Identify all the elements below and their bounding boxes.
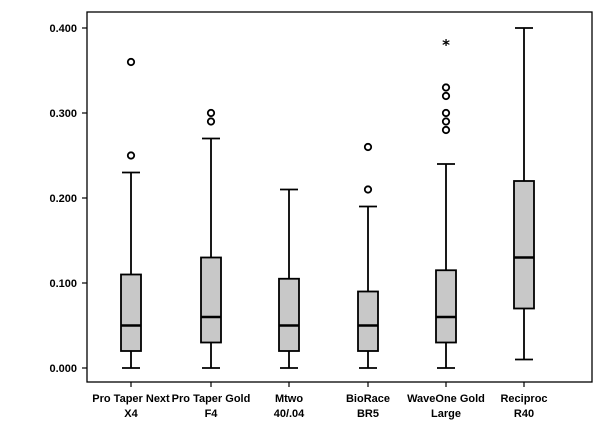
y-axis: 0.000 0.100 0.200 0.300 0.400 <box>49 23 87 375</box>
plot-frame <box>86 11 593 383</box>
outlier-point <box>441 91 451 101</box>
outlier-point <box>126 151 136 160</box>
x-category-label: Reciproc <box>500 393 547 405</box>
x-category-label: WaveOne Gold <box>407 393 485 405</box>
x-category-label: X4 <box>124 408 138 420</box>
x-category-label: BR5 <box>357 408 379 420</box>
x-category-label: Pro Taper Gold <box>172 393 251 405</box>
outlier-point <box>126 57 136 67</box>
outlier-point <box>441 125 451 135</box>
outlier-point <box>441 108 451 118</box>
x-category-label: BioRace <box>346 393 390 405</box>
box-group <box>278 188 300 369</box>
y-tick-label: 0.000 <box>49 363 77 375</box>
box-series: * <box>120 27 535 369</box>
outlier-point <box>206 117 216 126</box>
y-tick-label: 0.100 <box>49 278 77 290</box>
iqr-box <box>120 273 142 352</box>
iqr-box <box>278 277 300 352</box>
iqr-box <box>435 269 457 344</box>
y-tick-label: 0.300 <box>49 108 77 120</box>
x-category-label: Pro Taper Next <box>92 393 170 405</box>
outlier-point <box>206 108 216 118</box>
x-category-label: F4 <box>205 408 219 420</box>
box-group <box>200 108 222 369</box>
outlier-point <box>363 142 373 152</box>
x-axis: Pro Taper Next X4 Pro Taper Gold F4 Mtwo 40/.… <box>92 382 548 420</box>
iqr-box <box>357 290 379 352</box>
outlier-point <box>441 117 451 126</box>
x-category-label: Large <box>431 408 461 420</box>
box-group: * <box>435 36 457 369</box>
outlier-point <box>363 185 373 194</box>
x-category-label: 40/.04 <box>274 408 305 420</box>
box-group <box>357 142 379 369</box>
iqr-box <box>200 256 222 344</box>
y-tick-label: 0.200 <box>49 193 77 205</box>
iqr-box <box>513 180 535 310</box>
outlier-point <box>441 83 451 92</box>
x-category-label: Mtwo <box>275 393 303 405</box>
extreme-point-star: * <box>442 36 450 54</box>
y-tick-label: 0.400 <box>49 23 77 35</box>
x-category-label: R40 <box>514 408 534 420</box>
box-group <box>120 57 142 369</box>
box-group <box>513 27 535 361</box>
